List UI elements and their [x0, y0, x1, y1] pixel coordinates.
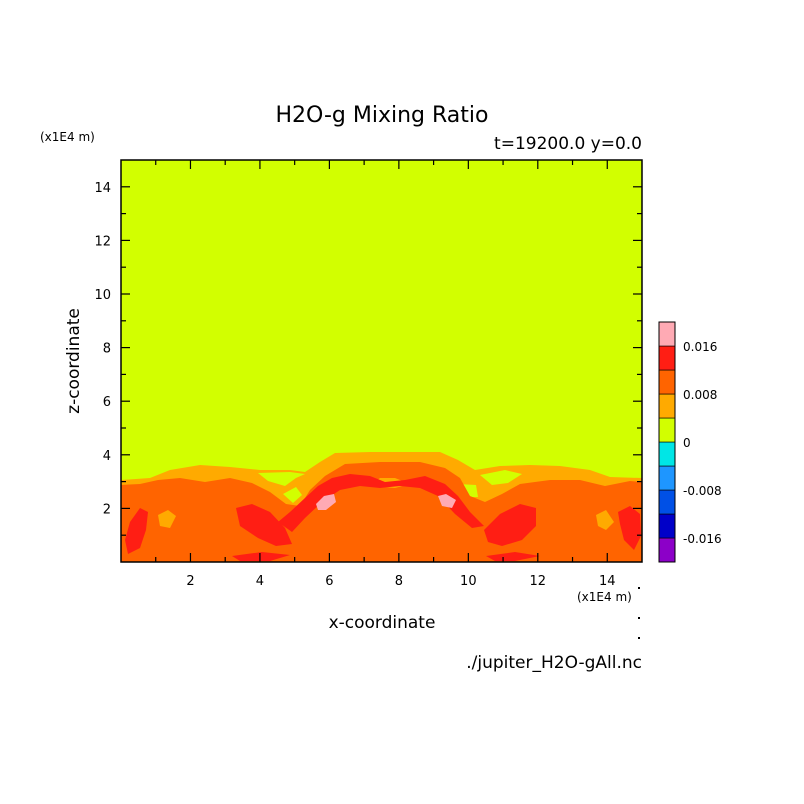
x-tick-label: 10 [460, 574, 477, 589]
y-tick-label: 10 [94, 288, 111, 303]
contour-band-pink [438, 494, 456, 508]
chart-subtitle: t=19200.0 y=0.0 [494, 134, 642, 154]
contour-band-orange-light [596, 510, 614, 530]
y-tick-label: 12 [94, 234, 111, 249]
x-axis-label: x-coordinate [329, 613, 436, 633]
source-file-label: ./jupiter_H2O-gAll.nc [466, 653, 642, 673]
colorbar-swatch [658, 441, 676, 467]
x-tick-label: 8 [395, 574, 403, 589]
marker-dot [638, 637, 640, 639]
colorbar-swatch [658, 345, 676, 371]
axis-ticks: 2 4 6 8 10 12 14 2 4 6 8 10 12 14 [94, 160, 642, 589]
contour-band-red [278, 474, 484, 532]
colorbar-swatch [658, 369, 676, 395]
colorbar-swatch [658, 417, 676, 443]
colorbar-swatch [658, 537, 676, 563]
x-tick-label: 2 [186, 574, 194, 589]
x-unit-label: (x1E4 m) [577, 590, 632, 604]
chart-title: H2O-g Mixing Ratio [276, 103, 489, 128]
colorbar-swatch [658, 465, 676, 491]
colorbar-frame [658, 321, 676, 563]
contour-band-yellow-tongue [258, 472, 305, 486]
colorbar-tick-label: 0 [683, 436, 691, 450]
contour-band-red [484, 504, 536, 546]
contour-band-red [236, 504, 292, 546]
x-tick-label: 14 [599, 574, 616, 589]
y-tick-label: 14 [94, 181, 111, 196]
y-unit-label: (x1E4 m) [40, 130, 95, 144]
colorbar: 0.016 0.008 0 -0.008 -0.016 [658, 321, 722, 563]
colorbar-tick-label: 0.008 [683, 388, 717, 402]
x-tick-label: 4 [256, 574, 264, 589]
colorbar-tick-label: -0.008 [683, 484, 722, 498]
contour-band-red [125, 508, 148, 554]
marker-dot [638, 587, 640, 589]
x-tick-label: 12 [530, 574, 547, 589]
colorbar-swatch [658, 489, 676, 515]
y-tick-label: 2 [103, 502, 111, 517]
colorbar-tick-label: 0.016 [683, 340, 717, 354]
plot-frame [120, 159, 643, 563]
y-tick-label: 6 [103, 395, 111, 410]
contour-band-yellow-tongue [283, 487, 302, 503]
marker-dot [638, 617, 640, 619]
x-tick-label: 6 [325, 574, 333, 589]
contour-band-orange-light [158, 510, 176, 528]
colorbar-swatch [658, 321, 676, 347]
colorbar-swatch [658, 393, 676, 419]
contour-band-red [232, 552, 290, 561]
contour-band-pink [316, 494, 336, 510]
y-tick-label: 8 [103, 342, 111, 357]
contour-band-yellow-tongue [480, 470, 522, 485]
plot-area [120, 159, 643, 563]
y-axis-label: z-coordinate [64, 308, 84, 414]
y-tick-label: 4 [103, 449, 111, 464]
colorbar-tick-label: -0.016 [683, 532, 722, 546]
contour-band-red [618, 506, 641, 550]
colorbar-swatch [658, 513, 676, 539]
contour-band-red [486, 552, 540, 561]
